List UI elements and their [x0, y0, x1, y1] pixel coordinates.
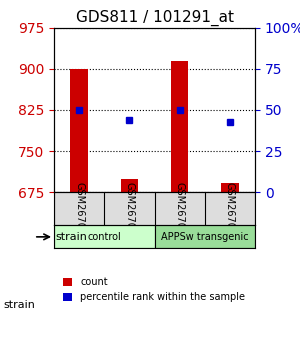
Bar — [121, 179, 138, 193]
Text: strain: strain — [3, 300, 35, 310]
Bar — [221, 183, 239, 193]
Text: strain: strain — [55, 232, 87, 242]
Text: APPSw transgenic: APPSw transgenic — [161, 232, 249, 242]
Text: GSM26706: GSM26706 — [74, 183, 84, 235]
Text: GSM26709: GSM26709 — [225, 183, 235, 235]
Bar — [171, 61, 188, 193]
Text: GSM26708: GSM26708 — [175, 183, 184, 235]
Bar — [70, 69, 88, 193]
Title: GDS811 / 101291_at: GDS811 / 101291_at — [76, 10, 233, 26]
Text: control: control — [87, 232, 121, 242]
Text: GSM26707: GSM26707 — [124, 182, 134, 235]
Legend: count, percentile rank within the sample: count, percentile rank within the sample — [59, 274, 249, 306]
FancyBboxPatch shape — [154, 225, 255, 248]
FancyBboxPatch shape — [54, 225, 154, 248]
